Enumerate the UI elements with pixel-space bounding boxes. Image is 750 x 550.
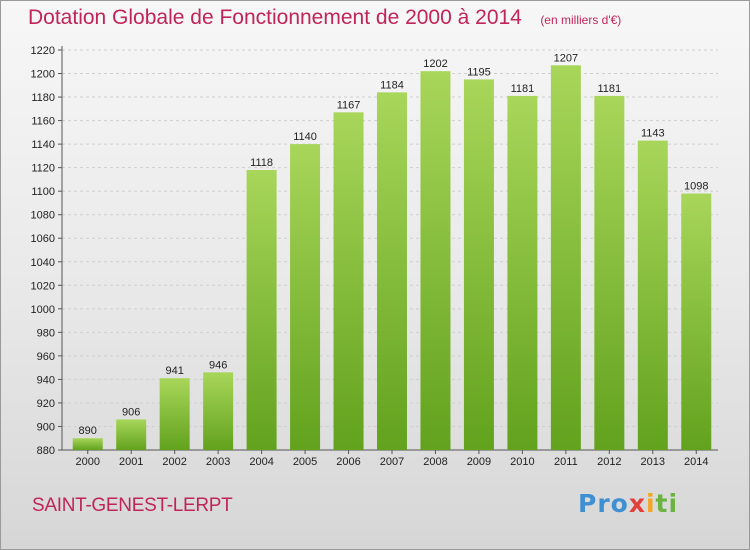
value-label-2004: 1118 <box>250 157 273 169</box>
title-row: Dotation Globale de Fonctionnement de 20… <box>28 6 621 30</box>
x-tick-label-2012: 2012 <box>597 456 621 468</box>
x-tick-label-2001: 2001 <box>119 456 143 468</box>
y-tick-label: 880 <box>37 445 55 457</box>
bar-2007 <box>377 92 407 451</box>
x-tick-label-2003: 2003 <box>206 456 230 468</box>
bar-2001 <box>116 419 147 450</box>
bar-2013 <box>637 140 668 450</box>
x-tick-label-2011: 2011 <box>554 456 578 468</box>
value-label-2003: 946 <box>209 359 227 371</box>
y-tick-label: 1120 <box>31 163 55 175</box>
y-tick-label: 1080 <box>31 210 55 222</box>
bar-2004 <box>246 170 277 450</box>
y-tick-label: 1220 <box>31 45 55 57</box>
chart-subtitle: (en milliers d'€) <box>540 13 622 27</box>
value-label-2002: 941 <box>165 365 183 377</box>
y-tick-label: 1200 <box>31 69 55 81</box>
x-tick-label-2006: 2006 <box>336 456 360 468</box>
value-label-2007: 1184 <box>380 79 404 91</box>
bar-2009 <box>463 79 494 450</box>
x-tick-label-2008: 2008 <box>423 456 447 468</box>
value-label-2009: 1195 <box>467 66 491 78</box>
y-tick-label: 1040 <box>31 257 55 269</box>
bar-2011 <box>550 65 581 450</box>
y-tick-label: 1000 <box>31 304 55 316</box>
y-tick-label: 1100 <box>31 186 55 198</box>
y-tick-label: 1060 <box>31 233 55 245</box>
bars <box>72 65 712 451</box>
value-label-2000: 890 <box>79 425 97 437</box>
logo-part-3: i <box>645 489 656 518</box>
y-tick-label: 940 <box>37 374 55 386</box>
bar-2008 <box>420 71 451 451</box>
x-tick-label-2000: 2000 <box>75 456 99 468</box>
labels: 890 906 941 946 1118 1140 1167 1184 1202 1195 1181… <box>79 52 709 437</box>
x-tick-label-2013: 2013 <box>641 456 665 468</box>
value-label-2005: 1140 <box>293 131 317 143</box>
value-label-2001: 906 <box>122 406 140 418</box>
bar-2006 <box>333 112 364 451</box>
x-tick-label-2007: 2007 <box>380 456 404 468</box>
y-tick-label: 980 <box>37 327 55 339</box>
logo-part-4: ti <box>655 489 679 518</box>
axes: 880 900 920 940 960 980 1000 1020 1040 1060 1080 11… <box>31 45 718 468</box>
y-tick-label: 900 <box>37 421 55 433</box>
value-label-2013: 1143 <box>641 128 665 140</box>
value-label-2010: 1181 <box>511 83 535 95</box>
x-tick-label-2004: 2004 <box>249 456 273 468</box>
bar-2014 <box>681 193 712 450</box>
x-tick-label-2014: 2014 <box>684 456 708 468</box>
bar-2010 <box>507 95 538 450</box>
y-tick-label: 920 <box>37 398 55 410</box>
value-label-2006: 1167 <box>337 99 361 111</box>
y-tick-label: 1020 <box>31 280 55 292</box>
bar-2012 <box>594 95 625 450</box>
y-tick-label: 1180 <box>31 92 55 104</box>
x-tick-label-2005: 2005 <box>293 456 317 468</box>
bar-2005 <box>290 144 321 450</box>
chart-title: Dotation Globale de Fonctionnement de 20… <box>28 6 522 29</box>
bar-2003 <box>203 372 234 450</box>
value-label-2014: 1098 <box>684 181 708 193</box>
y-tick-label: 1140 <box>31 139 55 151</box>
value-label-2008: 1202 <box>423 58 447 70</box>
commune-name: SAINT-GENEST-LERPT <box>32 495 233 516</box>
y-tick-label: 1160 <box>31 116 55 128</box>
bar-2000 <box>72 438 103 450</box>
x-tick-label-2010: 2010 <box>510 456 534 468</box>
value-label-2012: 1181 <box>598 83 622 95</box>
bar-2002 <box>159 378 190 450</box>
logo-part-1: Pro <box>578 489 629 518</box>
value-label-2011: 1207 <box>554 52 578 64</box>
x-tick-label-2002: 2002 <box>162 456 186 468</box>
y-tick-label: 960 <box>37 351 55 363</box>
x-tick-label-2009: 2009 <box>467 456 491 468</box>
logo-part-2: x <box>628 489 646 518</box>
proxiti-logo: Proxiti <box>578 489 678 518</box>
